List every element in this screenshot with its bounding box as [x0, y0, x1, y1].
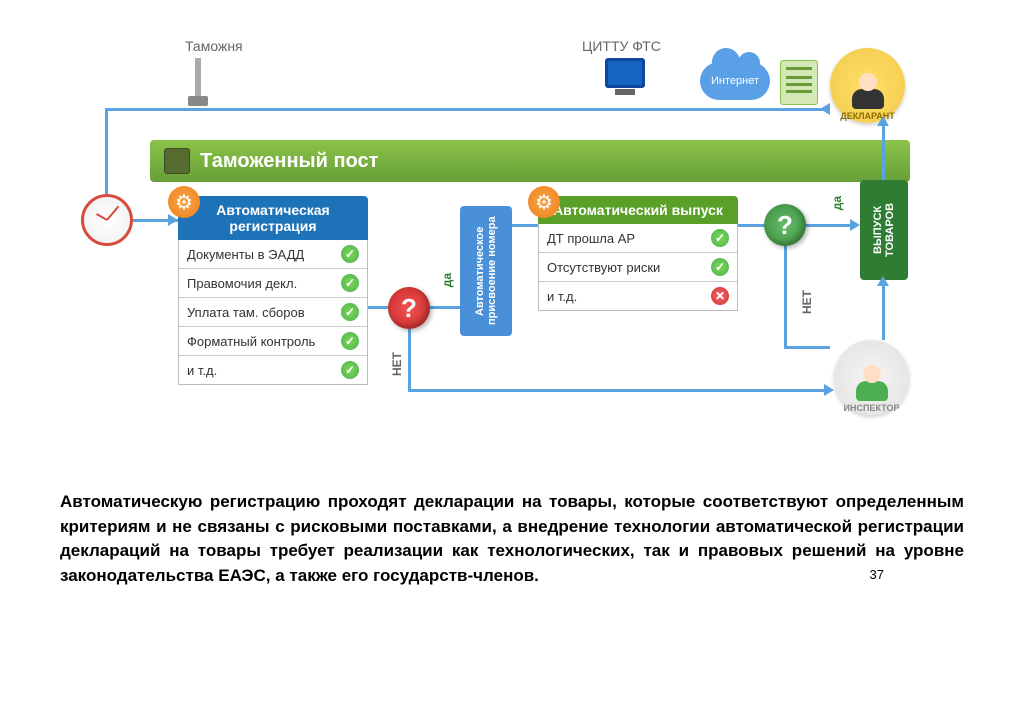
- label-no-2: НЕТ: [800, 290, 814, 314]
- flow-q-goods: [806, 224, 856, 227]
- document-icon: [780, 60, 818, 105]
- customs-post-header: Таможенный пост: [150, 140, 910, 182]
- antenna-icon: [195, 58, 201, 98]
- internet-label: Интернет: [711, 75, 759, 87]
- internet-cloud: Интернет: [700, 62, 770, 100]
- declarant-icon: ДЕКЛАРАНТ: [830, 48, 905, 123]
- arrow-insp-goods: [877, 276, 889, 286]
- label-no-1: НЕТ: [390, 352, 404, 376]
- auto-release-panel: Автоматический выпуск ДТ прошла АР✓Отсут…: [538, 196, 738, 311]
- label-customs: Таможня: [185, 38, 243, 54]
- flow-rel-q: [738, 224, 766, 227]
- antenna-base: [188, 96, 208, 106]
- auto-reg-row: и т.д.✓: [179, 356, 367, 384]
- auto-reg-title: Автоматическая регистрация: [178, 196, 368, 240]
- auto-reg-row: Уплата там. сборов✓: [179, 298, 367, 327]
- auto-release-row: и т.д.✕: [539, 282, 737, 310]
- page-number: 37: [870, 566, 884, 585]
- num-assign-block: Автоматическое присвоение номера: [460, 206, 512, 336]
- inspector-icon: ИНСПЕКТОР: [834, 340, 909, 415]
- arrow-declarant: [877, 116, 889, 126]
- arrow-inspector1: [824, 384, 834, 396]
- arrow-goods: [850, 219, 860, 231]
- flow-no1-v: [408, 329, 411, 389]
- flow-no2-h: [784, 346, 830, 349]
- gear-icon-release: ⚙: [528, 186, 560, 218]
- gear-icon-reg: ⚙: [168, 186, 200, 218]
- caption-paragraph: Автоматическую регистрацию проходят декл…: [0, 490, 1024, 589]
- flow-no1-h: [408, 389, 830, 392]
- label-yes-1: да: [440, 273, 454, 287]
- flow-q-num: [430, 306, 460, 309]
- emblem-icon: [164, 148, 190, 174]
- flow-top: [105, 108, 830, 111]
- auto-reg-row: Документы в ЭАДД✓: [179, 240, 367, 269]
- clock-icon: [81, 194, 133, 246]
- goods-release-block: ВЫПУСК ТОВАРОВ: [860, 180, 908, 280]
- auto-reg-row: Форматный контроль✓: [179, 327, 367, 356]
- caption-text: Автоматическую регистрацию проходят декл…: [60, 492, 964, 585]
- flow-goods-up: [882, 120, 885, 180]
- auto-reg-panel: Автоматическая регистрация Документы в Э…: [178, 196, 368, 385]
- monitor-icon: [605, 58, 645, 88]
- auto-reg-row: Правомочия декл.✓: [179, 269, 367, 298]
- header-title: Таможенный пост: [200, 150, 378, 173]
- question-red: ?: [388, 287, 430, 329]
- flow-num-rel: [512, 224, 538, 227]
- flow-insp-goods: [882, 280, 885, 340]
- auto-release-row: Отсутствуют риски✓: [539, 253, 737, 282]
- auto-release-title: Автоматический выпуск: [538, 196, 738, 224]
- flow-no2-v: [784, 246, 787, 346]
- auto-release-row: ДТ прошла АР✓: [539, 224, 737, 253]
- flow-reg-q: [368, 306, 388, 309]
- arrow-from-declarant: [820, 103, 830, 115]
- label-cittu: ЦИТТУ ФТС: [582, 38, 661, 54]
- question-green: ?: [764, 204, 806, 246]
- label-yes-2: да: [830, 196, 844, 210]
- inspector-label: ИНСПЕКТОР: [844, 403, 900, 413]
